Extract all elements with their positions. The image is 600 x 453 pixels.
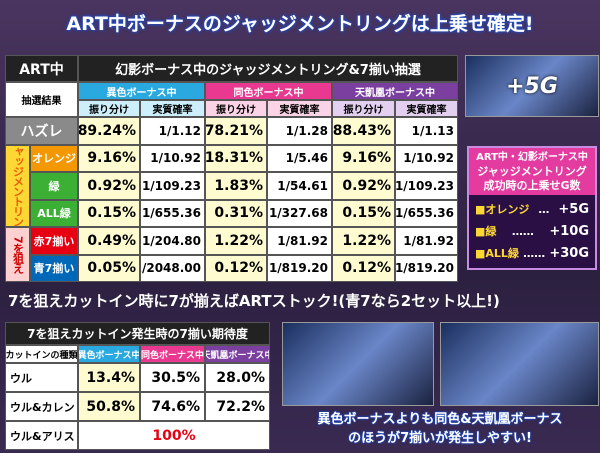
table-title: 幻影ボーナス中のジャッジメントリング&7揃い抽選 — [78, 55, 458, 82]
value-cell: 100% — [78, 421, 270, 450]
row-label: ウル&アリス — [5, 421, 78, 450]
row-label: ウル — [5, 363, 78, 392]
side-item-label: ■オレンジ — [475, 203, 530, 216]
ratio-cell: 0.15% — [78, 199, 140, 227]
row-header: 抽選結果 — [5, 82, 78, 117]
value-cell: 28.0% — [205, 363, 270, 392]
column-header: 天凱凰ボーナス中 — [332, 82, 458, 100]
value-cell: 30.5% — [140, 363, 205, 392]
caption-line: 異色ボーナスよりも同色&天凱凰ボーナス — [317, 412, 563, 427]
subcolumn-header: 振り分け — [332, 100, 395, 117]
ratio-cell: 18.31% — [205, 144, 267, 172]
row-label: 緑 — [30, 172, 78, 200]
row-label: ハズレ — [5, 117, 78, 145]
header-title: ART中ボーナスのジャッジメントリングは上乗せ確定! — [66, 12, 534, 35]
ratio-cell: 89.24% — [78, 117, 140, 145]
side-item-label: ■緑 — [475, 225, 497, 238]
probability-cell: 1/1.13 — [395, 117, 458, 145]
probability-cell: 1/204.80 — [140, 227, 205, 255]
subcolumn-header: 実質確率 — [267, 100, 332, 117]
ratio-cell: 0.49% — [78, 227, 140, 255]
ratio-cell: 88.43% — [332, 117, 395, 145]
side-item-value: +5G — [558, 202, 589, 217]
ratio-cell: 1.22% — [332, 227, 395, 255]
side-items: ■オレンジ… +5G ■緑…… +10G ■ALL緑…… +30G — [469, 195, 595, 269]
probability-cell: 1/81.92 — [395, 227, 458, 255]
probability-cell: 1/1.28 — [267, 117, 332, 145]
row-label: ALL緑 — [30, 199, 78, 227]
caption: 異色ボーナスよりも同色&天凱凰ボーナス のほうが7揃いが発生しやすい! — [282, 410, 598, 448]
column-header: 異色ボーナス中 — [78, 82, 205, 100]
probability-cell: 1/10.92 — [395, 144, 458, 172]
ratio-cell: 0.15% — [332, 199, 395, 227]
ratio-cell: 9.16% — [78, 144, 140, 172]
ratio-cell: 1.83% — [205, 172, 267, 200]
probability-cell: 1/54.61 — [267, 172, 332, 200]
side-item-dots: …… — [511, 225, 534, 238]
value-cell: 50.8% — [78, 392, 140, 421]
side-item: ■緑 …… +10G — [475, 221, 589, 243]
probability-cell: 1/655.36 — [140, 199, 205, 227]
probability-cell: 1/10.92 — [140, 144, 205, 172]
screenshot-1 — [282, 322, 434, 406]
value-cell: 74.6% — [140, 392, 205, 421]
group-label: ジャッジメントリング — [5, 144, 30, 227]
table-title: 7を狙えカットイン発生時の7揃い期待度 — [5, 322, 270, 345]
caption-line: のほうが7揃いが発生しやすい! — [348, 431, 532, 446]
side-item-value: +10G — [549, 224, 589, 239]
side-item: ■ALL緑 …… +30G — [475, 243, 589, 265]
column-header: 同色ボーナス中 — [205, 82, 332, 100]
row-label: 青7揃い — [30, 254, 78, 282]
subcolumn-header: 実質確率 — [395, 100, 458, 117]
ratio-cell: 0.92% — [332, 172, 395, 200]
probability-cell: 1/655.36 — [395, 199, 458, 227]
corner: ART中 — [5, 55, 78, 82]
probability-cell: 1/2048.00 — [140, 254, 205, 282]
side-item-label: ■ALL緑 — [475, 247, 519, 260]
subcolumn-header: 振り分け — [78, 100, 140, 117]
ratio-cell: 78.21% — [205, 117, 267, 145]
side-item-dots: …… — [523, 247, 546, 260]
ratio-cell: 9.16% — [332, 144, 395, 172]
side-title-line: ART中・幻影ボーナス中 — [476, 152, 588, 163]
row-label: オレンジ — [30, 144, 78, 172]
probability-cell: 1/1.12 — [140, 117, 205, 145]
probability-cell: 1/819.20 — [395, 254, 458, 282]
side-item-dots: … — [538, 203, 550, 216]
row-header: カットインの種類 — [5, 345, 78, 363]
side-box: ART中・幻影ボーナス中 ジャッジメントリング 成功時の上乗せG数 ■オレンジ …… — [467, 146, 597, 270]
ratio-cell: 0.31% — [205, 199, 267, 227]
column-header: 同色ボーナス中 — [140, 345, 205, 363]
row-label: ウル&カレン — [5, 392, 78, 421]
ratio-cell: 0.12% — [205, 254, 267, 282]
banner: 7を狙えカットイン時に7が揃えばARTストック!(青7なら2セット以上!) — [8, 292, 500, 310]
subcolumn-header: 実質確率 — [140, 100, 205, 117]
probability-cell: 1/81.92 — [267, 227, 332, 255]
side-item-value: +30G — [549, 246, 589, 261]
side-item: ■オレンジ … +5G — [475, 199, 589, 221]
side-title-line: 成功時の上乗せG数 — [483, 179, 581, 192]
subcolumn-header: 振り分け — [205, 100, 267, 117]
ratio-cell: 0.12% — [332, 254, 395, 282]
image-plus5g: +5G — [465, 55, 599, 117]
ratio-cell: 0.92% — [78, 172, 140, 200]
value-cell: 13.4% — [78, 363, 140, 392]
probability-cell: 1/327.68 — [267, 199, 332, 227]
probability-cell: 1/5.46 — [267, 144, 332, 172]
probability-cell: 1/109.23 — [140, 172, 205, 200]
screenshot-2 — [440, 322, 599, 406]
side-title-line: ジャッジメントリング — [477, 165, 587, 178]
column-header: 異色ボーナス中 — [78, 345, 140, 363]
ratio-cell: 1.22% — [205, 227, 267, 255]
probability-cell: 1/109.23 — [395, 172, 458, 200]
group-label: 7を狙え — [5, 227, 30, 282]
column-header: 天凱凰ボーナス中 — [205, 345, 270, 363]
side-box-title: ART中・幻影ボーナス中 ジャッジメントリング 成功時の上乗せG数 — [469, 148, 595, 195]
row-label: 赤7揃い — [30, 227, 78, 255]
probability-cell: 1/819.20 — [267, 254, 332, 282]
ratio-cell: 0.05% — [78, 254, 140, 282]
value-cell: 72.2% — [205, 392, 270, 421]
